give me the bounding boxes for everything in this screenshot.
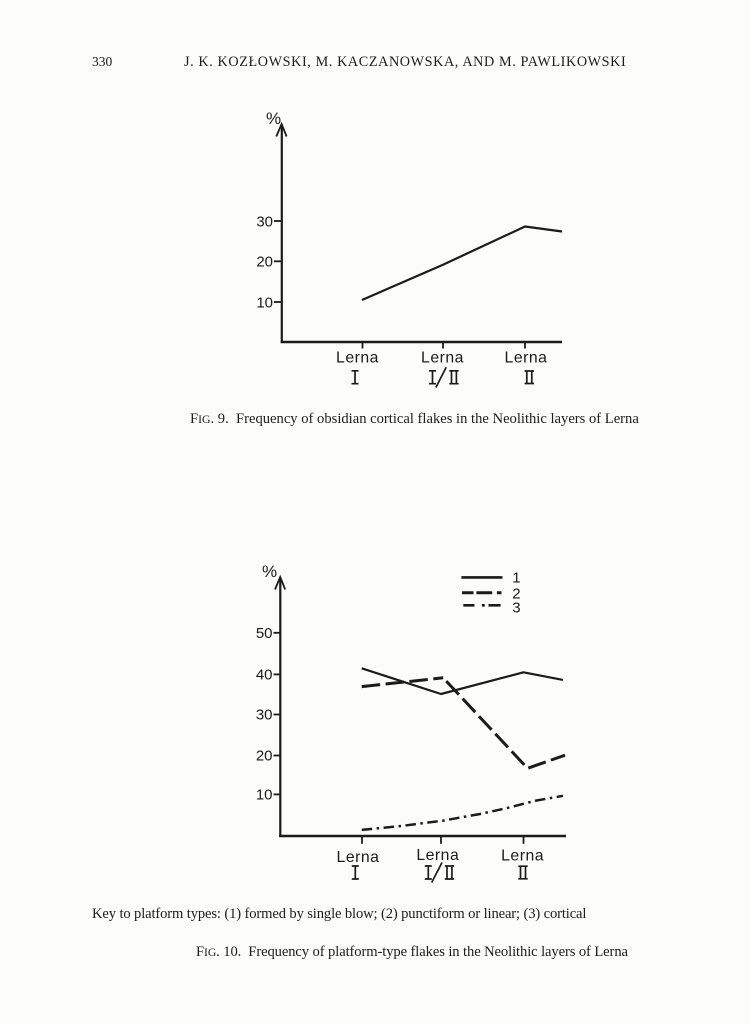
svg-text:%: % [262,562,277,581]
svg-text:20: 20 [256,254,273,271]
svg-text:Lerna: Lerna [501,848,544,865]
svg-text:1: 1 [512,570,520,587]
svg-text:50: 50 [256,625,273,642]
svg-text:10: 10 [256,787,273,804]
svg-text:Lerna: Lerna [336,350,379,367]
svg-text:Lerna: Lerna [416,847,459,864]
svg-text:Lerna: Lerna [337,849,380,866]
svg-text:30: 30 [256,213,273,230]
svg-text:3: 3 [512,600,520,617]
svg-text:30: 30 [256,707,273,724]
svg-text:%: % [266,109,281,128]
svg-text:Lerna: Lerna [421,350,464,367]
svg-text:2: 2 [512,586,520,603]
svg-text:40: 40 [256,667,273,684]
svg-text:Lerna: Lerna [505,350,548,367]
svg-text:10: 10 [256,294,273,311]
svg-text:20: 20 [256,748,273,765]
